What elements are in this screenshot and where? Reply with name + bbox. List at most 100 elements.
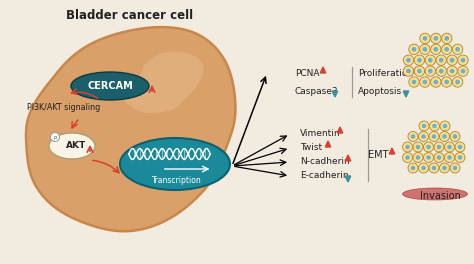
Circle shape [423, 142, 434, 152]
Circle shape [433, 80, 438, 84]
Circle shape [442, 134, 447, 139]
Circle shape [406, 58, 411, 63]
Circle shape [444, 80, 449, 84]
Text: N-cadherin: N-cadherin [300, 158, 350, 167]
Circle shape [431, 33, 441, 44]
Circle shape [414, 55, 425, 65]
Circle shape [403, 55, 414, 65]
Circle shape [453, 166, 457, 170]
Circle shape [432, 134, 436, 139]
Circle shape [414, 66, 425, 76]
Circle shape [440, 121, 450, 131]
Circle shape [420, 33, 430, 44]
Circle shape [419, 131, 428, 142]
Circle shape [419, 77, 430, 87]
Circle shape [416, 155, 420, 160]
Polygon shape [413, 67, 419, 73]
Polygon shape [337, 127, 343, 133]
Text: Apoptosis: Apoptosis [358, 87, 402, 96]
Circle shape [422, 47, 427, 52]
Circle shape [437, 145, 441, 149]
Circle shape [405, 155, 410, 160]
Circle shape [458, 155, 462, 160]
Circle shape [458, 145, 462, 149]
Circle shape [51, 133, 60, 142]
PathPatch shape [122, 51, 204, 113]
Circle shape [444, 47, 449, 52]
Circle shape [409, 77, 419, 87]
Circle shape [429, 121, 439, 131]
Circle shape [436, 66, 447, 76]
Circle shape [455, 47, 460, 52]
Text: p: p [53, 134, 57, 139]
Circle shape [437, 155, 441, 160]
Text: Transcription: Transcription [152, 176, 202, 185]
Text: Bladder cancer cell: Bladder cancer cell [66, 9, 193, 22]
Circle shape [453, 134, 457, 139]
Circle shape [429, 163, 439, 173]
Circle shape [421, 166, 426, 170]
Ellipse shape [49, 133, 95, 159]
Text: Proliferation: Proliferation [358, 69, 413, 78]
Circle shape [458, 66, 468, 76]
Circle shape [441, 77, 452, 87]
Circle shape [445, 153, 455, 163]
Circle shape [434, 153, 444, 163]
Circle shape [450, 131, 460, 142]
Circle shape [417, 58, 422, 63]
Circle shape [413, 142, 423, 152]
Circle shape [447, 155, 452, 160]
Circle shape [447, 66, 457, 76]
Circle shape [455, 142, 465, 152]
Circle shape [432, 166, 436, 170]
Circle shape [455, 80, 460, 84]
Polygon shape [320, 67, 326, 73]
Circle shape [408, 131, 418, 142]
Circle shape [442, 33, 452, 44]
Circle shape [426, 145, 431, 149]
Text: Invasion: Invasion [419, 191, 460, 201]
Text: EMT: EMT [368, 150, 389, 160]
Circle shape [402, 153, 412, 163]
Circle shape [425, 55, 436, 65]
Circle shape [434, 36, 438, 41]
Polygon shape [403, 91, 409, 97]
Circle shape [405, 145, 410, 149]
Text: Vimentin: Vimentin [300, 130, 341, 139]
Circle shape [458, 55, 468, 65]
Circle shape [419, 44, 430, 54]
Text: PI3K/AKT signaling: PI3K/AKT signaling [27, 103, 100, 112]
Circle shape [461, 69, 465, 73]
Circle shape [419, 163, 428, 173]
Ellipse shape [120, 138, 230, 190]
Circle shape [436, 55, 447, 65]
Circle shape [429, 131, 439, 142]
Circle shape [422, 80, 427, 84]
Circle shape [447, 145, 452, 149]
Circle shape [432, 124, 437, 128]
Circle shape [409, 44, 419, 54]
Ellipse shape [71, 72, 149, 100]
Text: PCNA: PCNA [295, 69, 319, 78]
Circle shape [408, 163, 418, 173]
Circle shape [430, 77, 441, 87]
Polygon shape [345, 155, 351, 161]
Circle shape [426, 155, 431, 160]
Circle shape [445, 142, 455, 152]
Circle shape [423, 36, 428, 41]
Circle shape [442, 166, 447, 170]
Circle shape [419, 121, 429, 131]
Polygon shape [389, 148, 395, 154]
Circle shape [439, 131, 449, 142]
Circle shape [422, 124, 426, 128]
Circle shape [411, 80, 416, 84]
Circle shape [411, 134, 415, 139]
Text: AKT: AKT [66, 142, 86, 150]
Circle shape [434, 142, 444, 152]
Polygon shape [325, 141, 331, 147]
Circle shape [439, 58, 444, 63]
Circle shape [423, 153, 434, 163]
PathPatch shape [26, 27, 236, 231]
Polygon shape [332, 91, 337, 97]
Circle shape [445, 36, 449, 41]
